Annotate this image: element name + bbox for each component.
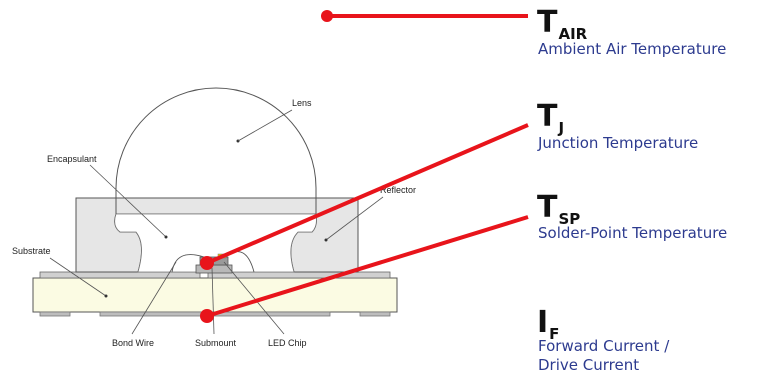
air-temp-marker [321, 10, 333, 22]
encapsulant-leader [89, 164, 167, 238]
desc-forward-current-line2: Drive Current [538, 356, 640, 374]
label-led-chip: LED Chip [268, 338, 307, 348]
desc-solder-point: Solder-Point Temperature [538, 224, 728, 242]
junction-temp-line [206, 123, 529, 265]
desc-ambient-air: Ambient Air Temperature [538, 40, 727, 58]
label-substrate: Substrate [12, 246, 51, 256]
solder-pad-right [359, 311, 391, 317]
solder-point-line [206, 215, 529, 318]
reflector-leader [325, 196, 384, 241]
solder-pad-left [39, 311, 71, 317]
bond-wire-leader [131, 261, 177, 335]
substrate-leader [49, 257, 107, 297]
junction-temp-marker [200, 256, 214, 270]
leadframe-left [39, 271, 201, 279]
desc-forward-current: Forward Current / Drive Current [538, 337, 669, 375]
symbol-t-sp: TSP [537, 190, 581, 228]
label-encapsulant: Encapsulant [47, 154, 97, 164]
label-reflector: Reflector [380, 185, 416, 195]
encapsulant [114, 213, 317, 273]
encapsulant-dot [164, 235, 168, 239]
symbol-t-air: TAIR [537, 5, 588, 43]
solder-point-marker [200, 309, 214, 323]
substrate-dot [104, 294, 108, 298]
reflector-dot [324, 238, 328, 242]
label-lens: Lens [292, 98, 312, 108]
symbol-t-j: TJ [537, 99, 565, 137]
lens-leader [237, 109, 293, 142]
desc-junction: Junction Temperature [538, 134, 699, 152]
lens-dome [115, 87, 317, 214]
substrate-block [32, 277, 398, 313]
led-chip-leader [223, 261, 285, 335]
label-submount: Submount [195, 338, 237, 348]
submount-leader [211, 267, 215, 335]
label-bond-wire: Bond Wire [112, 338, 154, 348]
bond-wire-left [171, 254, 205, 273]
symbol-i-f: IF [537, 305, 560, 343]
desc-forward-current-line1: Forward Current / [538, 337, 670, 355]
